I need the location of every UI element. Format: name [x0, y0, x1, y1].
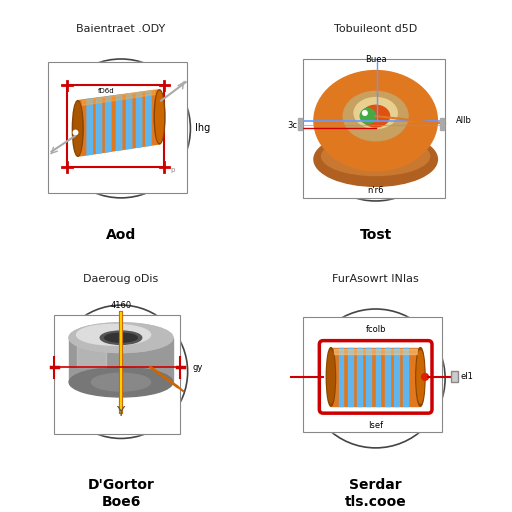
Ellipse shape [314, 71, 437, 171]
Ellipse shape [100, 331, 142, 345]
Circle shape [360, 109, 376, 124]
Text: 3c: 3c [288, 121, 297, 130]
Ellipse shape [72, 101, 83, 156]
Polygon shape [78, 90, 160, 156]
Ellipse shape [354, 98, 397, 129]
Bar [403, 348, 408, 406]
Ellipse shape [91, 373, 151, 391]
Bar [376, 348, 380, 406]
Ellipse shape [76, 325, 151, 345]
Text: Serdar
tls.cooe: Serdar tls.cooe [345, 478, 407, 508]
Text: Buea: Buea [365, 55, 387, 64]
Text: Aod: Aod [106, 228, 136, 243]
Circle shape [362, 111, 367, 115]
Polygon shape [87, 99, 93, 155]
Ellipse shape [154, 90, 165, 144]
Bar [54, 315, 180, 434]
Ellipse shape [73, 325, 169, 350]
Bar [76, 338, 106, 367]
Ellipse shape [69, 367, 173, 397]
Text: el1: el1 [461, 372, 474, 381]
Text: $\Upsilon$: $\Upsilon$ [116, 405, 126, 419]
Text: Isef: Isef [368, 421, 383, 430]
Bar [303, 59, 445, 198]
Bar [298, 118, 303, 130]
Ellipse shape [322, 137, 430, 176]
Text: fD6d: fD6d [98, 88, 115, 94]
Text: p: p [170, 166, 175, 173]
Polygon shape [146, 91, 151, 146]
Bar [385, 348, 390, 406]
Bar [303, 317, 442, 433]
Text: Allb: Allb [456, 116, 472, 125]
Polygon shape [126, 94, 132, 149]
Ellipse shape [69, 323, 173, 353]
Ellipse shape [416, 348, 425, 406]
Polygon shape [96, 97, 102, 154]
Text: n'r6: n'r6 [368, 186, 384, 195]
Bar [348, 348, 353, 406]
Bar [49, 62, 187, 193]
Bar [338, 348, 343, 406]
Ellipse shape [362, 105, 390, 127]
Title: Daeroug oDis: Daeroug oDis [83, 274, 159, 284]
Ellipse shape [104, 333, 137, 342]
Text: 4160: 4160 [111, 301, 132, 310]
Bar [394, 348, 399, 406]
Bar [367, 348, 371, 406]
Ellipse shape [328, 351, 334, 403]
Ellipse shape [74, 102, 81, 155]
Bar [303, 59, 445, 198]
Title: FurAsowrt INIas: FurAsowrt INIas [332, 274, 419, 284]
Bar [451, 372, 458, 382]
Text: fcolb: fcolb [366, 325, 386, 334]
Circle shape [422, 374, 429, 380]
Ellipse shape [417, 351, 424, 403]
Ellipse shape [156, 92, 163, 142]
Polygon shape [136, 92, 142, 147]
Ellipse shape [314, 132, 437, 186]
Bar [331, 348, 420, 406]
Ellipse shape [326, 348, 335, 406]
Title: Tobuileont d5D: Tobuileont d5D [334, 24, 417, 34]
Title: Baientraet .ODY: Baientraet .ODY [76, 24, 165, 34]
Bar [49, 62, 187, 193]
Ellipse shape [69, 323, 173, 353]
Ellipse shape [343, 92, 408, 141]
Text: Tost: Tost [359, 228, 392, 243]
Polygon shape [116, 95, 122, 151]
Bar [440, 118, 444, 130]
Polygon shape [105, 96, 111, 152]
Bar [69, 338, 173, 382]
Bar [334, 349, 417, 354]
Bar [54, 315, 180, 434]
Bar [357, 348, 362, 406]
Ellipse shape [104, 332, 137, 343]
Ellipse shape [100, 331, 142, 345]
Text: gy: gy [192, 363, 202, 372]
Bar [303, 317, 442, 433]
Text: D'Gortor
Boe6: D'Gortor Boe6 [88, 478, 155, 508]
Text: Ihg: Ihg [195, 123, 210, 134]
Polygon shape [82, 90, 155, 105]
